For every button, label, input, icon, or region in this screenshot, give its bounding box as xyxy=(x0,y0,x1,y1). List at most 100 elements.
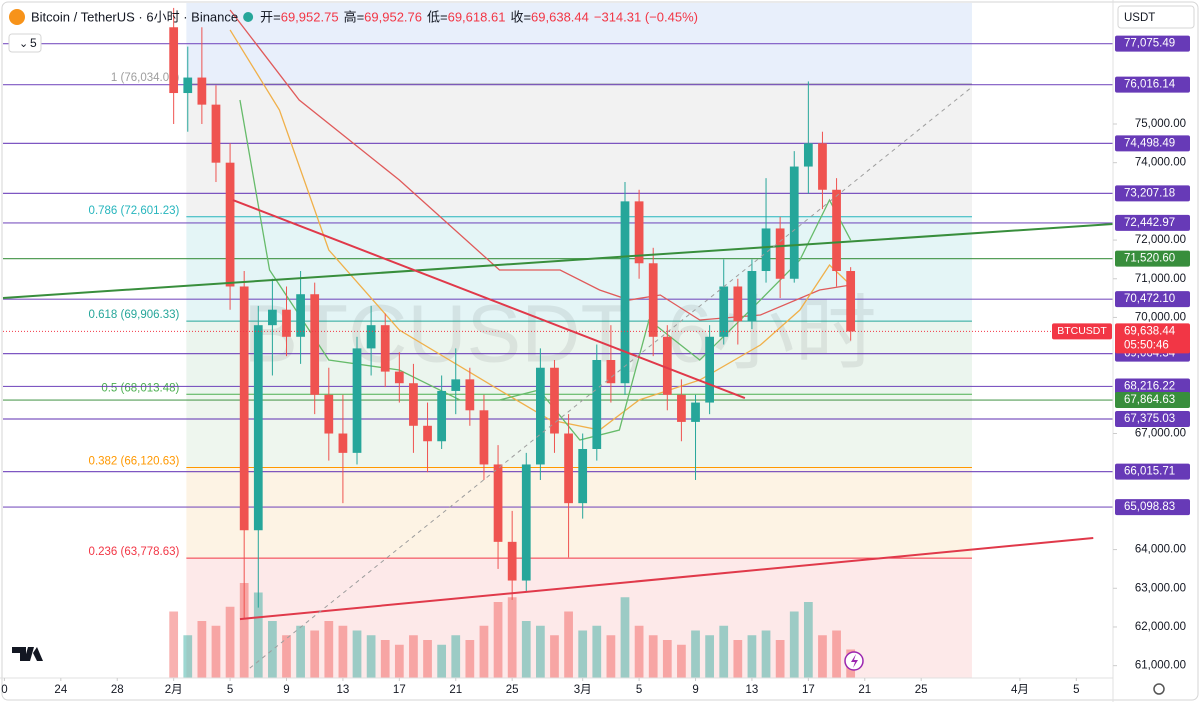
candle-body xyxy=(677,394,686,422)
level-tag xyxy=(1115,411,1190,428)
volume-bar xyxy=(211,625,221,678)
x-tick-label: 21 xyxy=(858,684,871,696)
volume-bar xyxy=(437,644,447,678)
candle-body xyxy=(535,367,545,465)
volume-bar xyxy=(296,625,305,678)
candle-body xyxy=(493,464,503,542)
volume-bar xyxy=(648,635,658,678)
candle-body xyxy=(366,325,376,349)
volume-bar xyxy=(225,606,235,678)
y-tick-label: 72,000.00 xyxy=(1135,234,1186,246)
candle-body xyxy=(775,228,785,279)
watermark: BTCUSDT, 6小时 xyxy=(243,289,876,380)
volume-bar xyxy=(465,640,475,678)
settings[interactable] xyxy=(1153,683,1165,695)
symbol[interactable]: Bitcoin / TetherUS · 6小时 · Binance xyxy=(31,9,238,24)
volume-bar xyxy=(268,621,277,678)
candle-body xyxy=(268,309,277,326)
plot: 1 (76,034.03) 0.786 (72,601.23) 0.618 (69,… xyxy=(2,7,1114,678)
volume-bar xyxy=(578,630,588,678)
volume-bar xyxy=(451,635,461,678)
candle-body xyxy=(550,367,559,434)
currency-button[interactable] xyxy=(1117,5,1195,29)
level-tag xyxy=(1115,35,1190,52)
level-label: 66,015.71 xyxy=(1124,466,1175,478)
volume-bar xyxy=(705,635,714,678)
candle-body xyxy=(380,325,390,372)
volume-bar xyxy=(803,602,813,678)
y-tick-label: 64,000.00 xyxy=(1135,544,1186,556)
x-tick-label: 5 xyxy=(1073,684,1079,696)
x-tick-label: 25 xyxy=(915,684,928,696)
moving-average xyxy=(239,99,852,441)
y-tick-label: 63,000.00 xyxy=(1135,582,1186,594)
candle-body xyxy=(521,464,531,581)
fib-label: 0.382 (66,120.63) xyxy=(89,456,180,468)
level-tag xyxy=(1115,463,1190,480)
volume-bar xyxy=(592,625,602,678)
volume-bar xyxy=(493,602,503,678)
candle-body xyxy=(169,27,179,94)
x-tick-label: 2月 xyxy=(165,684,183,696)
volume-bar xyxy=(352,630,362,678)
volume-bar xyxy=(606,635,616,678)
x-tick-label: 21 xyxy=(449,684,462,696)
volume-bar xyxy=(620,597,630,678)
level-label: 70,472.10 xyxy=(1124,293,1175,305)
volume-bar xyxy=(394,644,404,678)
x-tick-label: 4月 xyxy=(1011,684,1029,696)
candle-body xyxy=(564,433,573,504)
candle-body xyxy=(733,286,743,322)
level-tag xyxy=(1115,499,1190,516)
candle-body xyxy=(197,77,207,105)
volume-bar xyxy=(662,640,672,678)
ohlc-label: 开= xyxy=(260,9,281,24)
indicator-button[interactable] xyxy=(8,33,42,53)
y-tick-label: 75,000.00 xyxy=(1135,118,1186,130)
y-tick-label: 74,000.00 xyxy=(1135,157,1186,169)
ohlc: 开= 69,952.75 高= 69,952.76 低= 69,618.61 收= 69,63… xyxy=(260,9,698,24)
volume-bar xyxy=(183,635,193,678)
candle-body xyxy=(253,325,263,531)
symbol-tag xyxy=(1052,323,1112,340)
y-tick-label: 71,000.00 xyxy=(1135,273,1186,285)
x-tick-label: 25 xyxy=(506,684,519,696)
ohlc-label: 高= xyxy=(344,9,365,24)
ohlc-value: 69,952.76 xyxy=(364,9,422,24)
volume-bar xyxy=(380,640,390,678)
candle-body xyxy=(409,383,418,426)
level-label: 74,498.49 xyxy=(1124,137,1175,149)
volume-bar xyxy=(634,625,644,678)
x-tick-label: 5 xyxy=(227,684,233,696)
candle-body xyxy=(747,271,757,322)
candle-body xyxy=(648,263,658,337)
level-label: 68,216.22 xyxy=(1124,380,1175,392)
x-tick-label: 3月 xyxy=(574,684,592,696)
volume-bar xyxy=(535,625,545,678)
volume-bar xyxy=(282,635,291,678)
ohlc-label: 低= xyxy=(427,9,448,24)
y-tick-label: 61,000.00 xyxy=(1135,660,1186,672)
candle-body xyxy=(451,379,461,391)
level-tag xyxy=(1115,185,1190,202)
moving-average xyxy=(229,9,851,321)
x-tick-label: 9 xyxy=(692,684,698,696)
candle-body xyxy=(282,309,291,337)
level-label: 67,864.63 xyxy=(1124,394,1175,406)
x-tick-label: 28 xyxy=(111,684,124,696)
candle-body xyxy=(789,166,799,279)
candle-body xyxy=(352,348,362,453)
candle-body xyxy=(437,390,447,442)
x-tick-label: 0 xyxy=(1,684,7,696)
volume-bar xyxy=(366,635,376,678)
volume-bar xyxy=(507,597,517,678)
trendline xyxy=(232,199,746,399)
tv-logo xyxy=(12,647,43,661)
coin-icon xyxy=(9,9,25,25)
candle-body xyxy=(394,371,404,384)
candle-body xyxy=(592,360,602,449)
volume-bar xyxy=(338,625,348,678)
candle-body xyxy=(620,201,630,384)
level-tag xyxy=(1115,76,1190,93)
